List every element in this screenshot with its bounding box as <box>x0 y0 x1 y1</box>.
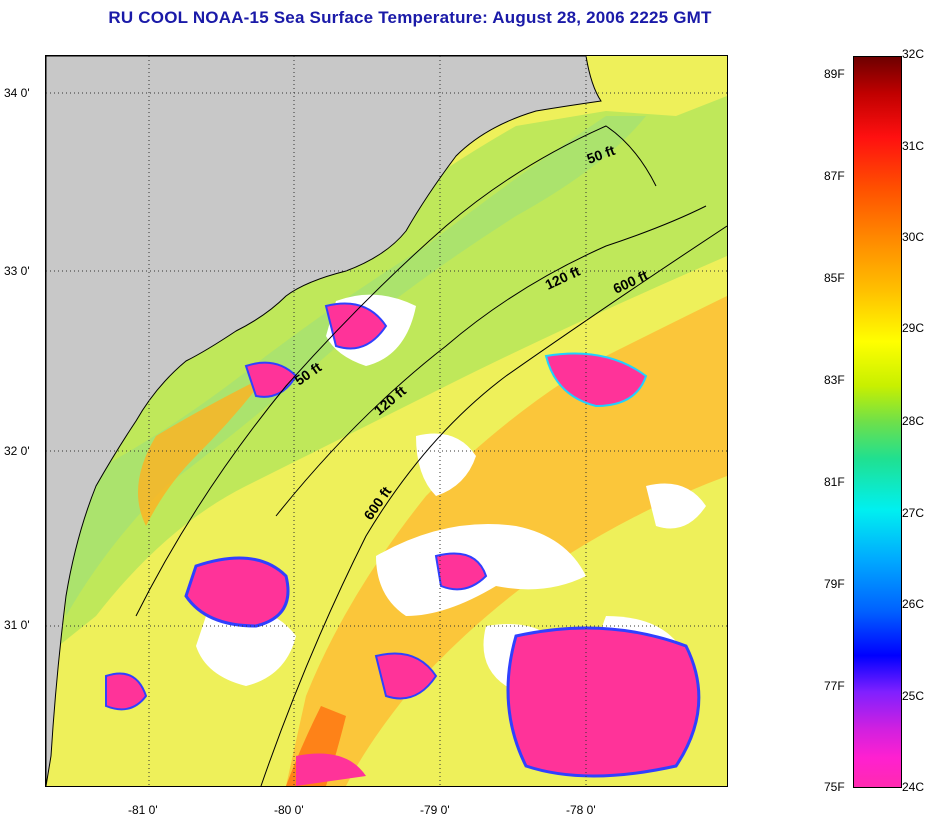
colorbar-c-32: 32C <box>902 47 925 61</box>
sst-map: 50 ft 120 ft 600 ft 50 ft 120 ft 600 ft <box>45 55 728 787</box>
x-tick-79: -79 0' <box>420 803 450 817</box>
coastal-green <box>66 116 646 616</box>
colorbar-c-27: 27C <box>902 506 925 520</box>
colorbar-f-79: 79F <box>824 577 845 591</box>
temperature-colorbar <box>853 56 902 788</box>
colorbar-c-28: 28C <box>902 414 925 428</box>
y-tick-31: 31 0' <box>4 618 30 632</box>
colorbar-c-30: 30C <box>902 230 925 244</box>
colorbar-c-24: 24C <box>902 780 925 794</box>
colorbar-c-31: 31C <box>902 139 925 153</box>
colorbar-c-25: 25C <box>902 689 925 703</box>
colorbar-f-81: 81F <box>824 475 845 489</box>
x-tick-78: -78 0' <box>566 803 596 817</box>
x-tick-81: -81 0' <box>128 803 158 817</box>
nearshore-band <box>46 96 727 656</box>
colorbar-f-77: 77F <box>824 679 845 693</box>
colorbar-f-83: 83F <box>824 373 845 387</box>
colorbar-c-29: 29C <box>902 321 925 335</box>
colorbar-c-26: 26C <box>902 597 925 611</box>
y-tick-34: 34 0' <box>4 86 30 100</box>
colorbar-f-85: 85F <box>824 271 845 285</box>
colorbar-f-89: 89F <box>824 67 845 81</box>
lat-lon-grid <box>46 56 727 786</box>
x-tick-80: -80 0' <box>274 803 304 817</box>
y-tick-32: 32 0' <box>4 444 30 458</box>
colorbar-f-75: 75F <box>824 780 845 794</box>
cold-patches <box>105 302 701 786</box>
y-tick-33: 33 0' <box>4 264 30 278</box>
map-title: RU COOL NOAA-15 Sea Surface Temperature:… <box>108 8 712 27</box>
sst-map-graphic: 50 ft 120 ft 600 ft 50 ft 120 ft 600 ft <box>46 56 727 786</box>
isobath-contours <box>135 125 727 786</box>
land-area <box>46 56 602 786</box>
coastal-warm-strip <box>138 376 266 526</box>
colorbar-f-87: 87F <box>824 169 845 183</box>
